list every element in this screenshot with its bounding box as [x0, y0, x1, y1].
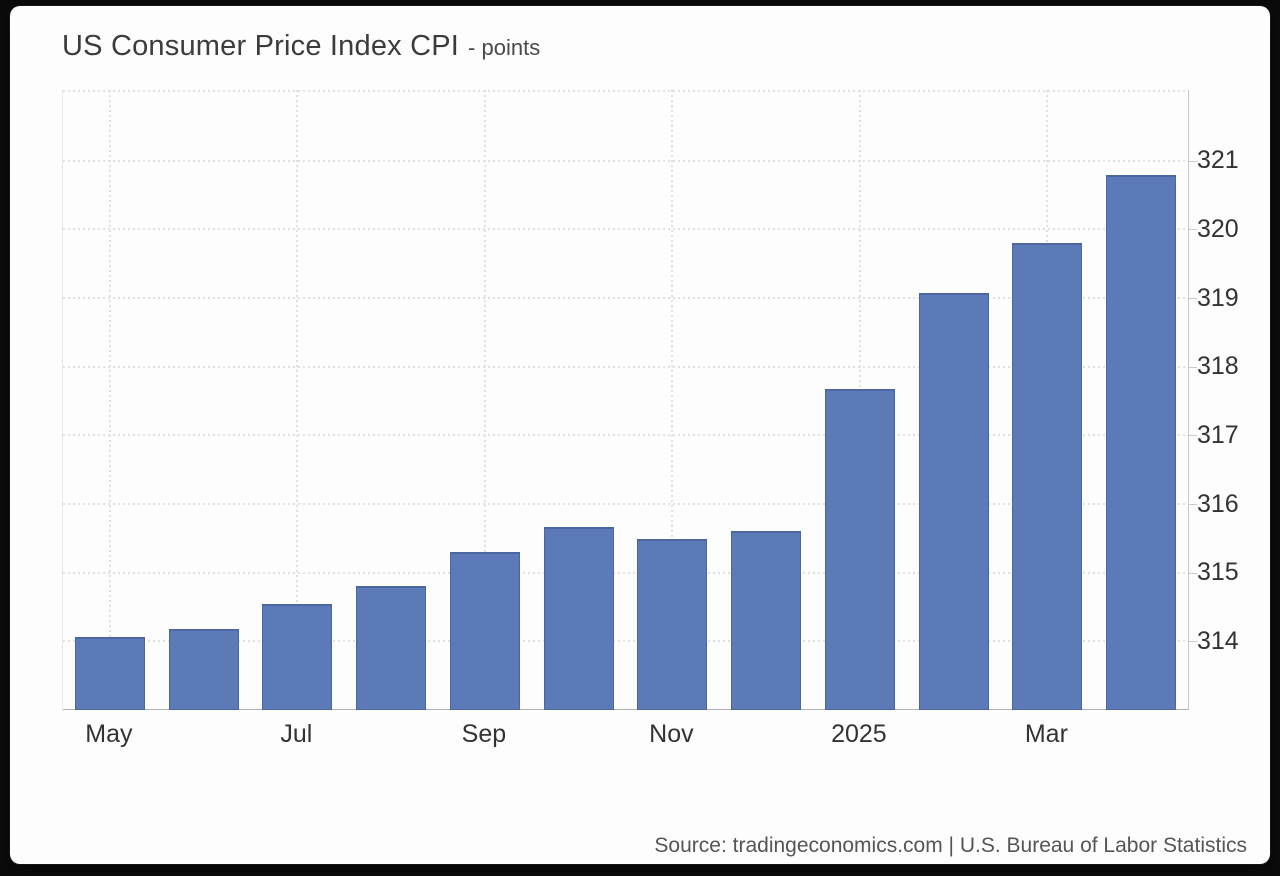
- gridline-horizontal: [63, 228, 1188, 231]
- y-axis-label: 319: [1197, 283, 1239, 312]
- chart-title-units: - points: [468, 35, 541, 60]
- bar-feb-2025[interactable]: [918, 292, 989, 710]
- bar-mar-2025[interactable]: [1012, 243, 1083, 710]
- y-axis-label: 316: [1197, 489, 1239, 518]
- y-axis-tick: [1188, 572, 1197, 574]
- y-axis-label: 314: [1197, 626, 1239, 655]
- gridline-horizontal: [63, 159, 1188, 162]
- y-axis-label: 318: [1197, 352, 1239, 381]
- gridline-vertical: [108, 90, 111, 710]
- chart-title: US Consumer Price Index CPI: [62, 30, 460, 62]
- y-axis-line: [1188, 90, 1189, 710]
- plot-top-border: [63, 90, 1188, 92]
- bar-dec-2024[interactable]: [731, 530, 802, 710]
- source-attribution: Source: tradingeconomics.com | U.S. Bure…: [654, 834, 1247, 857]
- gridline-vertical: [671, 90, 674, 710]
- gridline-horizontal: [63, 571, 1188, 574]
- y-axis-label: 321: [1197, 146, 1239, 175]
- gridline-horizontal: [63, 503, 1188, 505]
- x-axis-label: Jul: [280, 720, 313, 748]
- gridline-horizontal: [63, 365, 1188, 368]
- gridline-vertical: [296, 90, 299, 710]
- y-axis-tick: [1188, 298, 1197, 299]
- y-axis-label: 315: [1197, 558, 1239, 587]
- y-axis-tick: [1188, 229, 1197, 231]
- x-axis-label: Nov: [649, 720, 694, 748]
- y-axis-tick: [1188, 366, 1197, 368]
- bar-sep-2024[interactable]: [449, 552, 520, 710]
- bar-jul-2024[interactable]: [262, 604, 333, 710]
- bar-jan-2025[interactable]: [824, 389, 895, 710]
- bar-apr-2025[interactable]: [1106, 174, 1177, 710]
- chart-card: US Consumer Price Index CPI - points Sour…: [10, 6, 1270, 864]
- bar-may-2024[interactable]: [74, 636, 145, 710]
- gridline-horizontal: [63, 640, 1188, 643]
- y-axis-label: 320: [1197, 214, 1239, 243]
- y-axis-tick: [1188, 641, 1197, 643]
- bar-jun-2024[interactable]: [168, 629, 239, 710]
- y-axis-tick: [1188, 504, 1197, 505]
- gridline-horizontal: [63, 297, 1188, 299]
- gridline-horizontal: [63, 434, 1188, 437]
- y-axis-tick: [1188, 160, 1197, 162]
- x-axis-label: Mar: [1024, 720, 1068, 748]
- bar-nov-2024[interactable]: [637, 539, 708, 710]
- y-axis-tick: [1188, 435, 1197, 437]
- bar-aug-2024[interactable]: [356, 586, 427, 710]
- chart-header: US Consumer Price Index CPI - points: [62, 30, 540, 63]
- x-axis-label: May: [85, 720, 133, 748]
- y-axis-label: 317: [1197, 420, 1239, 449]
- x-axis-label: Sep: [461, 720, 507, 748]
- x-axis-line: [63, 709, 1189, 710]
- gridline-vertical: [483, 90, 486, 710]
- plot-area: [62, 90, 1197, 710]
- x-axis-label: 2025: [831, 720, 887, 748]
- bar-oct-2024[interactable]: [543, 527, 614, 710]
